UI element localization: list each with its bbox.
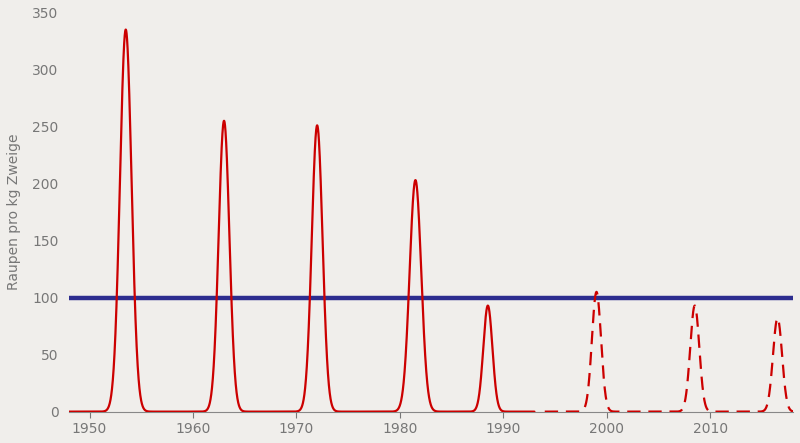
Y-axis label: Raupen pro kg Zweige: Raupen pro kg Zweige bbox=[7, 134, 21, 290]
